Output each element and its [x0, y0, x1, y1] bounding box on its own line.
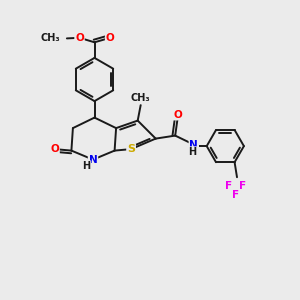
Text: O: O [50, 144, 59, 154]
Text: CH₃: CH₃ [41, 33, 60, 43]
Text: F: F [225, 181, 232, 190]
Text: CH₃: CH₃ [131, 93, 151, 103]
Text: F: F [232, 190, 239, 200]
Text: O: O [173, 110, 182, 120]
Text: S: S [127, 144, 135, 154]
Text: H: H [188, 147, 196, 157]
Text: N: N [189, 140, 198, 150]
Text: O: O [75, 33, 84, 43]
Text: N: N [88, 154, 98, 165]
Text: O: O [106, 33, 115, 43]
Text: F: F [239, 181, 246, 190]
Text: H: H [82, 161, 91, 171]
